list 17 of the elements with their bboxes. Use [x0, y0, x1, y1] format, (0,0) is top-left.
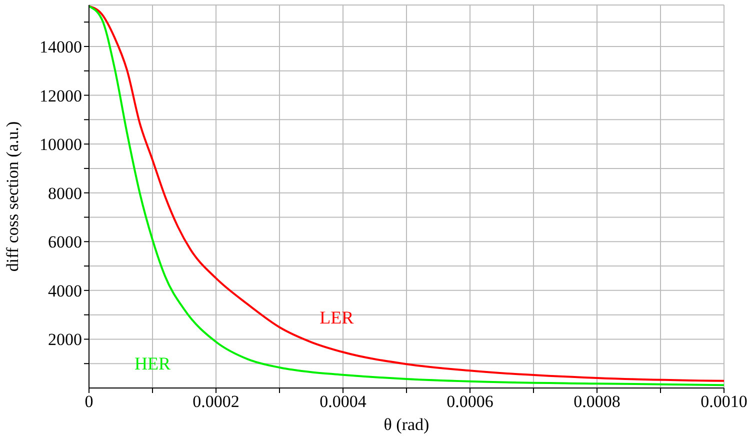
y-tick-label: 6000	[48, 232, 82, 252]
x-tick-label: 0.0008	[574, 392, 620, 412]
x-tick-label: 0.0010	[700, 392, 748, 412]
y-tick-label: 8000	[48, 184, 82, 203]
y-tick-label: 14000	[40, 38, 82, 57]
series-label: LER	[320, 308, 354, 328]
y-tick-label: 2000	[48, 330, 82, 350]
x-tick-label: 0.0004	[320, 392, 367, 412]
text: HER	[134, 353, 170, 374]
x-axis-title: θ (rad)	[384, 415, 430, 434]
y-tick-label: 4000	[48, 281, 82, 300]
x-tick-label: 0	[84, 392, 94, 412]
x-tick-label: 0.0002	[192, 392, 240, 412]
x-tick-label: 0.0006	[446, 392, 494, 412]
y-axis-title: diff coss section (a.u.)	[3, 121, 22, 272]
y-tick-label: 12000	[40, 86, 82, 106]
y-tick-label: 10000	[40, 135, 82, 154]
